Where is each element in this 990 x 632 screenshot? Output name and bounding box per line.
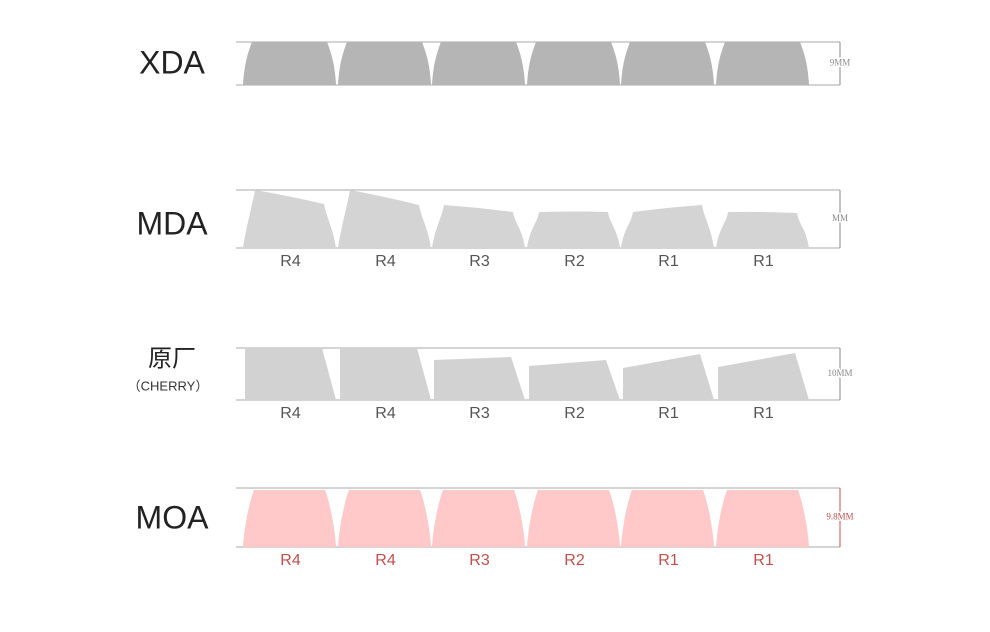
- keycap: [338, 490, 431, 547]
- keycap: [529, 360, 620, 400]
- keycap: [623, 354, 714, 400]
- height-label: 10MM: [827, 368, 852, 378]
- row-label: R1: [753, 552, 774, 569]
- keycap: [716, 490, 809, 547]
- row-label: R3: [469, 552, 490, 569]
- keycap: [527, 490, 620, 547]
- profile-name: MDA: [136, 205, 208, 241]
- height-label: 9.8MM: [826, 512, 853, 522]
- row-label: R3: [469, 253, 490, 270]
- keycap: [716, 211, 809, 248]
- row-label: R2: [564, 253, 585, 270]
- keycap: [338, 42, 431, 85]
- row-label: R1: [658, 253, 679, 270]
- keycap: [718, 353, 809, 400]
- profile-subname: （CHERRY）: [128, 378, 209, 393]
- row-label: R1: [753, 253, 774, 270]
- height-label: MM: [832, 213, 848, 223]
- keycap: [621, 42, 714, 85]
- profile-name: MOA: [136, 499, 210, 535]
- row-label: R2: [564, 552, 585, 569]
- keycap: [340, 348, 431, 400]
- row-label: R1: [658, 552, 679, 569]
- keycap: [432, 205, 525, 248]
- row-label: R4: [280, 405, 301, 422]
- keycap: [432, 42, 525, 85]
- keycap: [527, 42, 620, 85]
- row-label: R4: [280, 253, 301, 270]
- row-label: R1: [753, 405, 774, 422]
- keycap: [716, 42, 809, 85]
- keycap: [621, 490, 714, 547]
- keycap: [243, 190, 336, 248]
- keycap: [243, 490, 336, 547]
- row-label: R1: [658, 405, 679, 422]
- row-label: R4: [375, 253, 396, 270]
- keycap: [432, 490, 525, 547]
- keycap: [243, 42, 336, 85]
- keycap: [338, 190, 431, 248]
- row-label: R4: [375, 552, 396, 569]
- row-label: R2: [564, 405, 585, 422]
- height-label: 9MM: [830, 58, 851, 68]
- keycap: [527, 211, 620, 248]
- keycap: [621, 205, 714, 248]
- keycap: [245, 348, 336, 400]
- row-label: R3: [469, 405, 490, 422]
- keycap: [434, 357, 525, 400]
- profile-name: 原厂: [148, 345, 196, 372]
- profile-name: XDA: [139, 44, 205, 80]
- row-label: R4: [280, 552, 301, 569]
- row-label: R4: [375, 405, 396, 422]
